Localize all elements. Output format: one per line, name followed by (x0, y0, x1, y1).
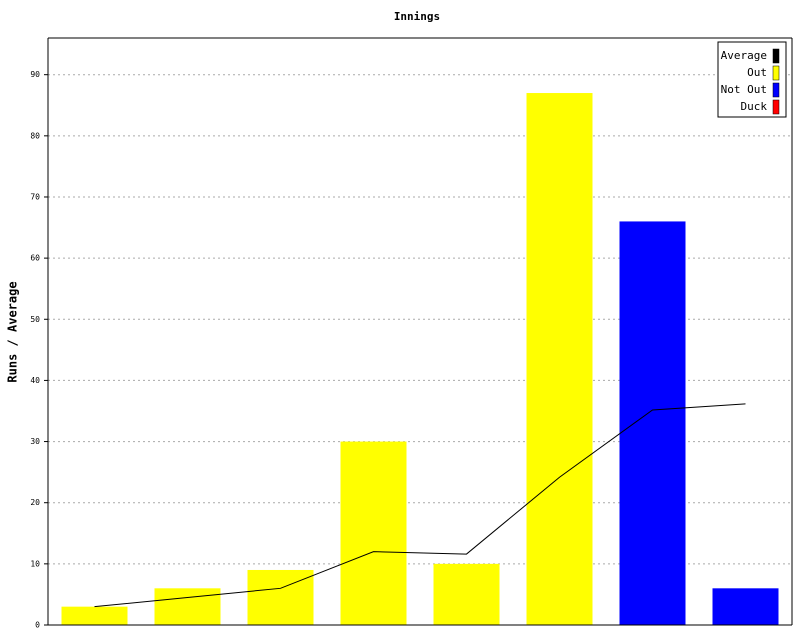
legend-swatch (772, 48, 780, 64)
y-tick-label: 90 (30, 70, 40, 79)
y-tick-label: 60 (30, 254, 40, 263)
bar (247, 569, 314, 625)
bar (712, 588, 779, 625)
y-tick-label: 40 (30, 376, 40, 385)
bar (340, 441, 407, 625)
legend-swatch (772, 82, 780, 98)
bar (154, 588, 221, 625)
y-tick-label: 30 (30, 437, 40, 446)
bar (61, 606, 128, 625)
chart-title: Innings (394, 10, 440, 23)
legend-label: Average (721, 49, 767, 62)
y-tick-label: 20 (30, 498, 40, 507)
y-tick-label: 50 (30, 315, 40, 324)
legend-swatch (772, 65, 780, 81)
bar (526, 93, 593, 625)
y-tick-label: 10 (30, 559, 40, 568)
y-tick-label: 0 (35, 621, 40, 630)
y-axis-label: Runs / Average (6, 281, 20, 382)
bar (433, 563, 500, 625)
legend-label: Duck (741, 100, 768, 113)
legend-label: Out (747, 66, 767, 79)
legend-swatch (772, 99, 780, 115)
average-line (94, 403, 746, 608)
y-tick-label: 80 (30, 131, 40, 140)
legend-label: Not Out (721, 83, 767, 96)
y-tick-label: 70 (30, 192, 40, 201)
bar (619, 221, 686, 625)
